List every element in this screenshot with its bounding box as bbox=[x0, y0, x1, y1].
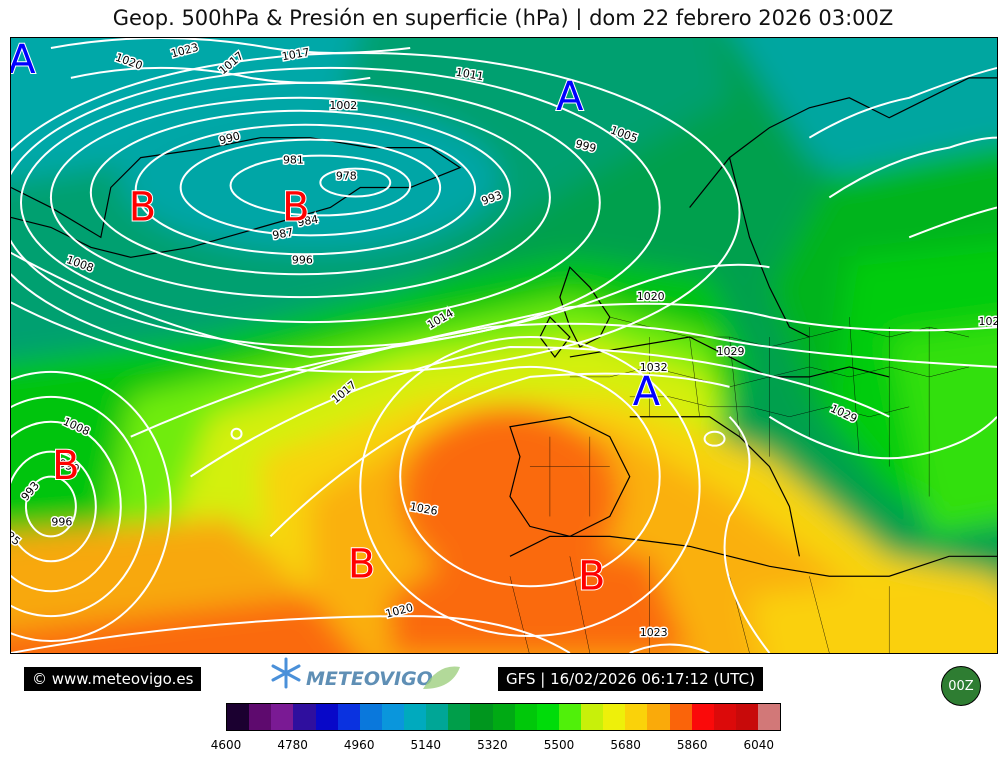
isobar-label: 1032 bbox=[640, 361, 668, 374]
colorbar-segment bbox=[758, 704, 781, 730]
colorbar-segment bbox=[359, 704, 382, 730]
colorbar-tick-label: 5140 bbox=[410, 738, 442, 752]
colorbar-tick-label: 4780 bbox=[277, 738, 308, 752]
model-run-info: GFS | 16/02/2026 06:17:12 (UTC) bbox=[498, 667, 763, 691]
isobar-label: 981 bbox=[283, 154, 304, 167]
coastlines bbox=[11, 77, 997, 577]
colorbar-segment bbox=[691, 704, 714, 730]
logo-wordmark: METEOVIGO bbox=[306, 668, 433, 690]
low-pressure-marker: B bbox=[578, 554, 605, 600]
isobar-label: 984 bbox=[296, 213, 319, 229]
colorbar-segment bbox=[426, 704, 449, 730]
isobar-label: 1017 bbox=[281, 46, 311, 64]
colorbar-segment bbox=[470, 704, 493, 730]
colorbar-segment bbox=[448, 704, 471, 730]
colorbar-segment bbox=[558, 704, 581, 730]
isobar-label: 1011 bbox=[455, 66, 485, 84]
isobar-label: 1023 bbox=[640, 626, 668, 639]
high-pressure-marker: A bbox=[633, 369, 660, 415]
colorbar-tick-label: 5500 bbox=[543, 738, 575, 752]
isobar-label: 996 bbox=[292, 253, 313, 266]
high-pressure-marker: A bbox=[10, 37, 36, 83]
low-pressure-marker: B bbox=[348, 541, 375, 587]
pressure-centers: B B B A A A B B bbox=[10, 37, 661, 601]
country-borders bbox=[509, 316, 970, 653]
colorbar-segment bbox=[293, 704, 316, 730]
colorbar-segment bbox=[625, 704, 648, 730]
colorbar-segment bbox=[536, 704, 559, 730]
isobar-label: 1029 bbox=[717, 345, 745, 358]
isobar-label: 1002 bbox=[329, 99, 357, 112]
snowflake-icon bbox=[271, 657, 301, 689]
colorbar-segment bbox=[603, 704, 626, 730]
isobar-label: 996 bbox=[51, 515, 72, 528]
colorbar-segment bbox=[227, 704, 250, 730]
colorbar-segment bbox=[669, 704, 692, 730]
colorbar-tick-label: 6040 bbox=[743, 738, 775, 752]
map-title: Geop. 500hPa & Presión en superficie (hP… bbox=[112, 6, 894, 30]
high-pressure-marker: A bbox=[556, 74, 583, 120]
leaf-icon bbox=[423, 666, 460, 689]
low-pressure-marker: B bbox=[282, 185, 309, 231]
colorbar-tick-label: 4600 bbox=[210, 738, 242, 752]
colorbar-tick-label: 4960 bbox=[343, 738, 375, 752]
colorbar-segment bbox=[271, 704, 294, 730]
colorbar-tick-label: 5680 bbox=[610, 738, 641, 752]
colorbar-segment bbox=[713, 704, 736, 730]
isobar-label: 987 bbox=[271, 226, 294, 242]
colorbar bbox=[226, 703, 781, 731]
low-pressure-marker: B bbox=[129, 185, 156, 231]
isobar-label: 978 bbox=[336, 170, 357, 183]
colorbar-segment bbox=[581, 704, 604, 730]
colorbar-segment bbox=[404, 704, 427, 730]
colorbar-segment bbox=[735, 704, 758, 730]
colorbar-segment bbox=[647, 704, 670, 730]
colorbar-segment bbox=[249, 704, 272, 730]
colorbar-segment bbox=[315, 704, 338, 730]
isobar-label: 1020 bbox=[637, 290, 665, 303]
isobars bbox=[11, 38, 997, 653]
colorbar-ticks: 4600 4780 4960 5140 5320 5500 5680 5860 6040 bbox=[211, 738, 781, 758]
low-pressure-marker: B bbox=[52, 443, 79, 489]
colorbar-segment bbox=[514, 704, 537, 730]
colorbar-tick-label: 5320 bbox=[477, 738, 508, 752]
isobar-label: 102 bbox=[979, 315, 998, 328]
colorbar-tick-label: 5860 bbox=[676, 738, 708, 752]
isobar-label: 1026 bbox=[409, 500, 439, 518]
meteovigo-logo: METEOVIGO bbox=[268, 655, 468, 697]
run-badge: 00Z bbox=[941, 666, 981, 706]
copyright-notice: © www.meteovigo.es bbox=[24, 667, 202, 691]
colorbar-segment bbox=[492, 704, 515, 730]
geopotential-field bbox=[11, 38, 997, 653]
colorbar-segment bbox=[337, 704, 360, 730]
colorbar-segment bbox=[381, 704, 404, 730]
